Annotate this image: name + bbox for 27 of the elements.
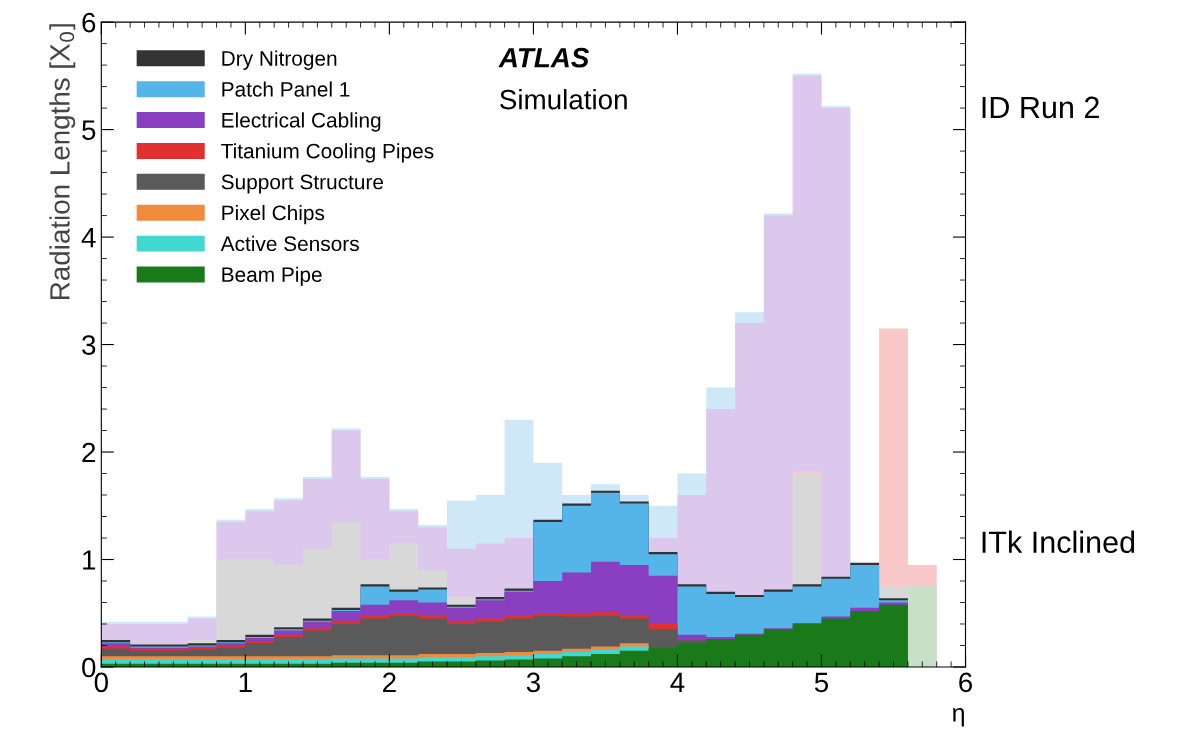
legend-label: Beam Pipe bbox=[222, 266, 322, 287]
legend-label: Titanium Cooling Pipes bbox=[221, 143, 434, 163]
x-tick-label: 2 bbox=[383, 672, 396, 692]
legend-label: Pixel Chips bbox=[222, 204, 325, 225]
x-axis-title: η bbox=[952, 707, 964, 727]
legend-label: Electrical Cabling bbox=[222, 112, 381, 132]
x-tick-label: 5 bbox=[814, 672, 829, 693]
y-tick-label: 6 bbox=[82, 12, 96, 33]
legend-label: Patch Panel 1 bbox=[222, 81, 350, 97]
annotation: ATLAS bbox=[498, 47, 590, 68]
y-tick-label: 1 bbox=[83, 550, 96, 570]
text: ID Run 2 bbox=[982, 96, 1099, 119]
legend-label: Dry Nitrogen bbox=[222, 50, 337, 70]
legend-label: Support Structure bbox=[221, 174, 384, 194]
annotation: Simulation bbox=[500, 89, 627, 110]
x-tick-label: 6 bbox=[959, 672, 973, 693]
text: ITk Inclined bbox=[982, 530, 1135, 554]
y-tick-label: 2 bbox=[82, 442, 96, 463]
y-tick-label: 3 bbox=[82, 335, 96, 355]
x-tick-label: 1 bbox=[239, 672, 252, 692]
x-tick-label: 3 bbox=[526, 672, 540, 693]
y-tick-label: 5 bbox=[82, 120, 96, 140]
y-tick-label: 4 bbox=[81, 228, 96, 248]
legend-label: Active Sensors bbox=[220, 235, 359, 252]
y-tick-label: 0 bbox=[82, 657, 96, 678]
y-axis-title: Radiation Lengths [X$_{0}$] bbox=[49, 24, 76, 299]
x-tick-label: 4 bbox=[670, 672, 685, 692]
